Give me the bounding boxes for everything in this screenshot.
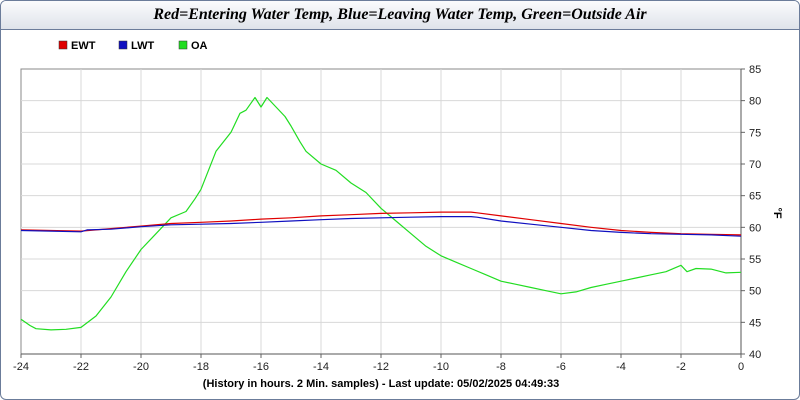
- x-tick-label: 0: [738, 361, 744, 373]
- y-axis-label: °F: [771, 207, 783, 218]
- legend-swatch-oa: [178, 40, 188, 50]
- y-tick-label: 45: [749, 317, 761, 329]
- legend-label-lwt: LWT: [131, 40, 154, 52]
- y-tick-label: 40: [749, 349, 761, 361]
- y-tick-label: 85: [749, 64, 761, 76]
- x-axis-label: (History in hours. 2 Min. samples) - Las…: [203, 378, 559, 390]
- x-tick-label: -20: [133, 361, 149, 373]
- x-tick-label: -14: [313, 361, 329, 373]
- x-tick-label: -8: [496, 361, 506, 373]
- x-tick-label: -4: [616, 361, 626, 373]
- legend-swatch-ewt: [58, 40, 68, 50]
- x-tick-label: -2: [676, 361, 686, 373]
- y-tick-label: 60: [749, 222, 761, 234]
- series-line-lwt: [20, 216, 742, 237]
- chart-title: Red=Entering Water Temp, Blue=Leaving Wa…: [153, 6, 647, 23]
- y-tick-label: 50: [749, 286, 761, 298]
- x-tick-label: -6: [556, 361, 566, 373]
- x-tick-label: -16: [253, 361, 269, 373]
- y-tick-label: 55: [749, 254, 761, 266]
- x-tick-label: -22: [73, 361, 89, 373]
- legend-swatch-lwt: [118, 40, 128, 50]
- x-tick-label: -24: [13, 361, 29, 373]
- y-tick-label: 70: [749, 159, 761, 171]
- y-tick-label: 65: [749, 191, 761, 203]
- x-tick-label: -18: [193, 361, 209, 373]
- chart-title-bar: Red=Entering Water Temp, Blue=Leaving Wa…: [1, 1, 799, 30]
- y-tick-label: 75: [749, 127, 761, 139]
- y-tick-label: 80: [749, 96, 761, 108]
- legend-label-oa: OA: [191, 40, 208, 52]
- series-line-oa: [20, 96, 742, 331]
- x-tick-label: -12: [373, 361, 389, 373]
- x-tick-label: -10: [433, 361, 449, 373]
- legend-label-ewt: EWT: [71, 40, 96, 52]
- series-line-ewt: [20, 211, 742, 236]
